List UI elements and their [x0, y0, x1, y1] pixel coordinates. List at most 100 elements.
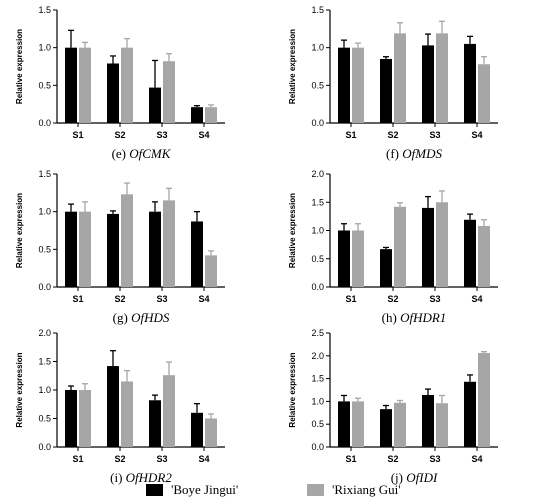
bar-boye: [422, 45, 434, 124]
panel-gene-name: OfHDR2: [126, 470, 173, 485]
bar-rixiang: [205, 255, 217, 287]
x-tick-label: S4: [198, 294, 209, 304]
x-tick-label: S1: [345, 454, 356, 464]
panel-caption: (f) OfMDS: [386, 146, 442, 161]
y-axis-label: Relative expression: [15, 193, 24, 268]
y-tick-label: 2.0: [311, 169, 324, 179]
bar-boye: [380, 409, 392, 447]
y-axis-label: Relative expression: [15, 352, 24, 427]
y-tick-label: 0.5: [38, 414, 51, 424]
bar-boye: [149, 211, 161, 287]
bar-boye: [464, 219, 476, 287]
panel-gene-name: OfMDS: [402, 146, 442, 161]
chart-panel-ofidi: 0.0 0.5 1.0 1.5 2.0 2.5 Relative expression S1 S…: [288, 328, 498, 485]
bar-rixiang: [436, 403, 448, 447]
bar-boye: [65, 47, 77, 123]
bar-boye: [338, 230, 350, 287]
y-tick-label: 0.0: [311, 282, 324, 292]
panel-caption: (j) OfIDI: [391, 470, 438, 485]
y-tick-label: 1.0: [311, 396, 324, 406]
panel-caption: (h) OfHDR1: [382, 310, 447, 325]
y-tick-label: 2.5: [311, 328, 324, 338]
x-tick-label: S2: [387, 294, 398, 304]
bar-boye: [107, 366, 119, 447]
x-tick-label: S3: [156, 130, 167, 140]
x-tick-label: S2: [114, 454, 125, 464]
bar-boye: [380, 58, 392, 123]
bar-boye: [149, 400, 161, 447]
chart-panel-ofhds: 0.0 0.5 1.0 1.5 Relative expression S1 S2 S3 S4 (…: [15, 169, 225, 325]
chart-panel-ofhdr1: 0.0 0.5 1.0 1.5 2.0 Relative expression S1 S2 S3…: [288, 169, 498, 325]
panel-caption: (e) OfCMK: [112, 146, 172, 161]
x-tick-label: S1: [345, 130, 356, 140]
bar-rixiang: [121, 381, 133, 447]
panel-letter: (j): [391, 470, 407, 485]
legend-label-boye: 'Boye Jingui': [171, 482, 238, 497]
bar-boye: [191, 107, 203, 123]
y-tick-label: 1.0: [311, 226, 324, 236]
bar-rixiang: [436, 33, 448, 123]
y-tick-label: 0.0: [38, 442, 51, 452]
x-tick-label: S2: [387, 454, 398, 464]
panel-gene-name: OfHDR1: [400, 310, 446, 325]
panel-gene-name: OfIDI: [406, 470, 438, 485]
bar-boye: [107, 63, 119, 123]
panels: 0.0 0.5 1.0 1.5 Relative expression S1 S2 S3 S4 (…: [15, 5, 498, 485]
x-tick-label: S4: [471, 130, 482, 140]
bar-boye: [65, 390, 77, 447]
y-tick-label: 1.0: [38, 207, 51, 217]
bar-rixiang: [121, 47, 133, 123]
bar-boye: [422, 395, 434, 447]
bar-rixiang: [79, 47, 91, 123]
panel-caption: (i) OfHDR2: [110, 470, 172, 485]
bar-rixiang: [163, 200, 175, 287]
bar-rixiang: [79, 390, 91, 447]
y-tick-label: 2.0: [38, 328, 51, 338]
x-tick-label: S4: [198, 130, 209, 140]
y-axis-label: Relative expression: [288, 29, 297, 104]
y-tick-label: 1.0: [311, 43, 324, 53]
legend-swatch-rixiang: [307, 484, 324, 496]
x-tick-label: S1: [72, 454, 83, 464]
bar-rixiang: [478, 64, 490, 123]
y-axis-label: Relative expression: [288, 193, 297, 268]
bar-rixiang: [394, 402, 406, 447]
bar-rixiang: [121, 194, 133, 287]
bar-boye: [422, 207, 434, 287]
y-tick-label: 2.0: [311, 351, 324, 361]
bar-rixiang: [394, 206, 406, 287]
bar-rixiang: [352, 230, 364, 287]
x-tick-label: S4: [471, 294, 482, 304]
chart-panel-ofmds: 0.0 0.5 1.0 1.5 Relative expression S1 S2 S3 S4 (…: [288, 5, 498, 161]
legend-label-rixiang: 'Rixiang Gui': [332, 482, 401, 497]
panel-letter: (i): [110, 470, 126, 485]
bar-rixiang: [394, 33, 406, 123]
y-tick-label: 0.5: [38, 80, 51, 90]
x-tick-label: S2: [114, 294, 125, 304]
y-tick-label: 0.0: [311, 442, 324, 452]
x-tick-label: S3: [156, 454, 167, 464]
chart-panel-ofhdr2: 0.0 0.5 1.0 1.5 2.0 Relative expression S1 S2 S3…: [15, 328, 225, 485]
y-tick-label: 1.0: [38, 385, 51, 395]
bar-rixiang: [205, 107, 217, 123]
x-tick-label: S4: [471, 454, 482, 464]
bar-boye: [380, 249, 392, 287]
y-tick-label: 1.5: [311, 197, 324, 207]
y-tick-label: 0.5: [311, 254, 324, 264]
y-tick-label: 1.5: [38, 5, 51, 15]
x-tick-label: S1: [345, 294, 356, 304]
y-tick-label: 1.5: [311, 374, 324, 384]
bar-boye: [191, 412, 203, 447]
x-tick-label: S4: [198, 454, 209, 464]
y-tick-label: 0.0: [311, 118, 324, 128]
y-axis-label: Relative expression: [15, 29, 24, 104]
bar-boye: [191, 221, 203, 287]
x-tick-label: S1: [72, 294, 83, 304]
panel-letter: (g): [113, 310, 131, 325]
y-tick-label: 0.0: [38, 282, 51, 292]
panel-caption: (g) OfHDS: [113, 310, 170, 325]
y-tick-label: 0.5: [311, 419, 324, 429]
x-tick-label: S2: [387, 130, 398, 140]
bar-boye: [65, 211, 77, 287]
